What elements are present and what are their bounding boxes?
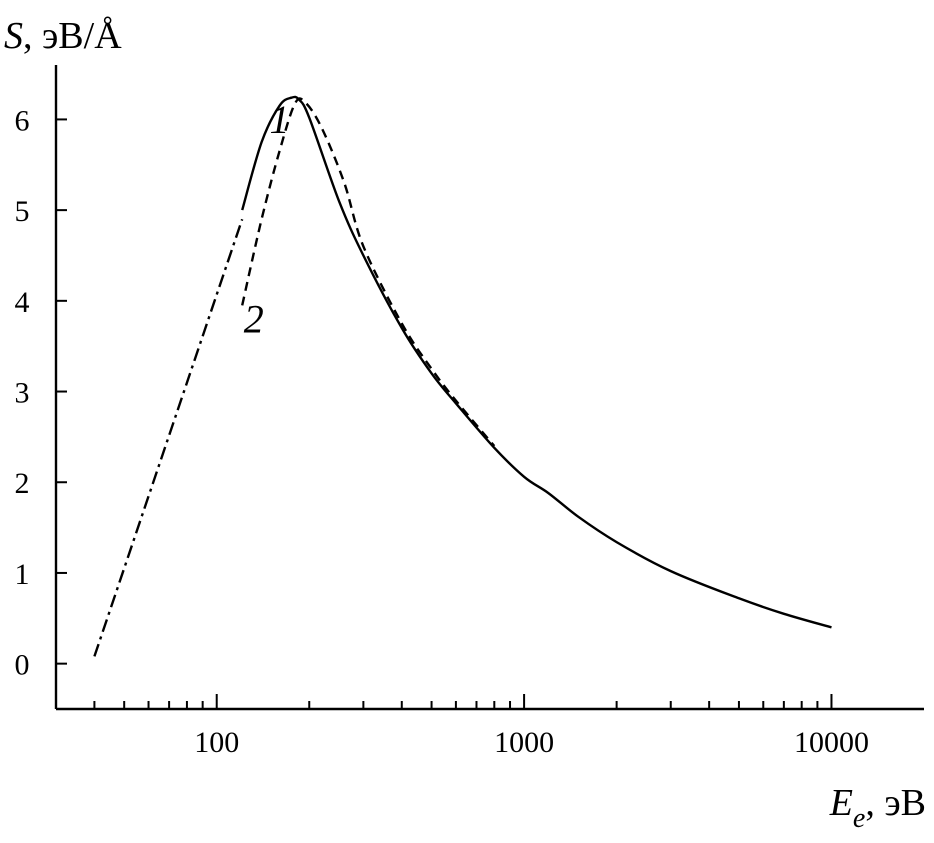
x-tick-label: 1000 bbox=[494, 726, 554, 759]
labels: 12 bbox=[244, 97, 290, 342]
series-dashdot-line bbox=[93, 218, 244, 657]
x-tick-label: 100 bbox=[194, 726, 239, 759]
x-axis-unit: , эВ bbox=[865, 782, 926, 824]
y-tick-label: 0 bbox=[15, 649, 30, 682]
series-label-2: 2 bbox=[244, 297, 264, 342]
y-tick-label: 4 bbox=[15, 286, 30, 319]
series-dashed-line bbox=[241, 97, 496, 447]
y-axis-unit: , эВ/Å bbox=[23, 15, 122, 57]
axes bbox=[54, 65, 924, 711]
y-tick-label: 2 bbox=[15, 467, 30, 500]
x-axis-title: Ee, эВ bbox=[829, 782, 926, 834]
ticks: 0 1 2 3 4 5 6 100 1000 10000 bbox=[15, 104, 869, 759]
y-axis-title: S, эВ/Å bbox=[4, 15, 122, 57]
y-tick-label: 3 bbox=[15, 377, 30, 410]
y-tick-label: 6 bbox=[15, 104, 30, 137]
x-axis-symbol: E bbox=[829, 782, 853, 824]
series-solid-line bbox=[241, 95, 832, 629]
series-layer bbox=[93, 95, 832, 657]
x-axis-subscript: e bbox=[853, 803, 865, 834]
y-tick-label: 5 bbox=[15, 195, 30, 228]
y-axis-symbol: S bbox=[4, 15, 23, 57]
y-tick-label: 1 bbox=[15, 558, 30, 591]
x-tick-label: 10000 bbox=[794, 726, 869, 759]
series-label-1: 1 bbox=[269, 97, 289, 142]
